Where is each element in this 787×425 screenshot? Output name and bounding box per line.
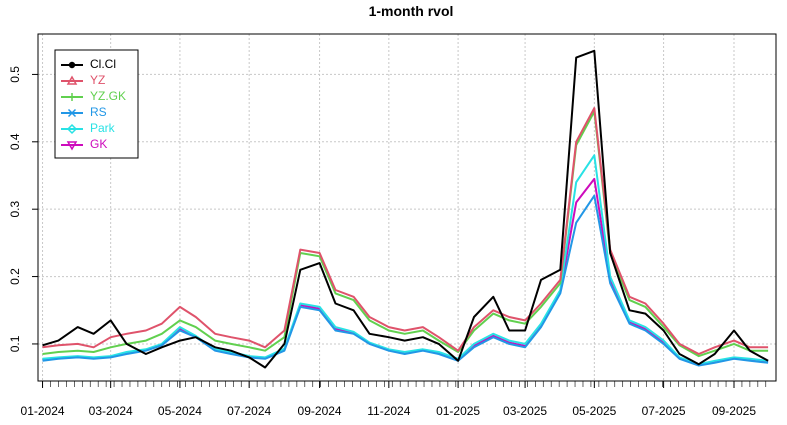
- x-tick-label: 03-2024: [89, 404, 133, 418]
- x-tick-label: 07-2025: [642, 404, 686, 418]
- x-tick-label: 09-2024: [298, 404, 342, 418]
- grid: [38, 34, 776, 381]
- series-line-rs: [42, 194, 769, 367]
- legend-label: Park: [90, 121, 116, 135]
- series-line-park: [42, 154, 769, 366]
- x-tick-label: 11-2024: [367, 404, 410, 418]
- legend-marker: [66, 123, 78, 135]
- legend-marker: [68, 61, 76, 69]
- legend-label: YZ.GK: [90, 89, 126, 103]
- series-line-yz-gk: [42, 110, 769, 358]
- legend-marker: [67, 108, 77, 118]
- legend-box: [54, 49, 139, 159]
- series-line-yz: [42, 107, 769, 355]
- x-tick-label: 07-2024: [227, 404, 271, 418]
- legend-label: YZ: [90, 73, 105, 87]
- axes: 01-2024 03-2024 05-2024 07-2024 09-2024 11-20…: [8, 66, 767, 418]
- x-tick-label: 01-2024: [21, 404, 65, 418]
- x-tick-label: 03-2025: [503, 404, 547, 418]
- plot-frame: [37, 33, 777, 382]
- y-tick-label: 0.5: [8, 66, 22, 83]
- legend-marker: [66, 141, 78, 151]
- x-tick-label: 01-2025: [436, 404, 480, 418]
- chart-title: 1-month rvol: [369, 3, 454, 19]
- x-tick-label: 05-2024: [158, 404, 202, 418]
- legend-marker: [68, 93, 76, 101]
- y-tick-label: 0.4: [8, 133, 22, 150]
- legend-marker: [66, 75, 78, 85]
- x-tick-label: 09-2025: [712, 404, 756, 418]
- legend-label: RS: [90, 105, 107, 119]
- legend-label: Cl.Cl: [90, 57, 116, 71]
- series-line-cl-cl: [42, 49, 769, 369]
- y-tick-label: 0.1: [8, 335, 22, 352]
- y-tick-label: 0.3: [8, 201, 22, 218]
- legend-label: GK: [90, 137, 107, 151]
- series: [42, 49, 769, 369]
- x-tick-label: 05-2025: [572, 404, 616, 418]
- y-tick-label: 0.2: [8, 268, 22, 285]
- legend: Cl.Cl YZ YZ.GK RS Park GK: [54, 49, 139, 159]
